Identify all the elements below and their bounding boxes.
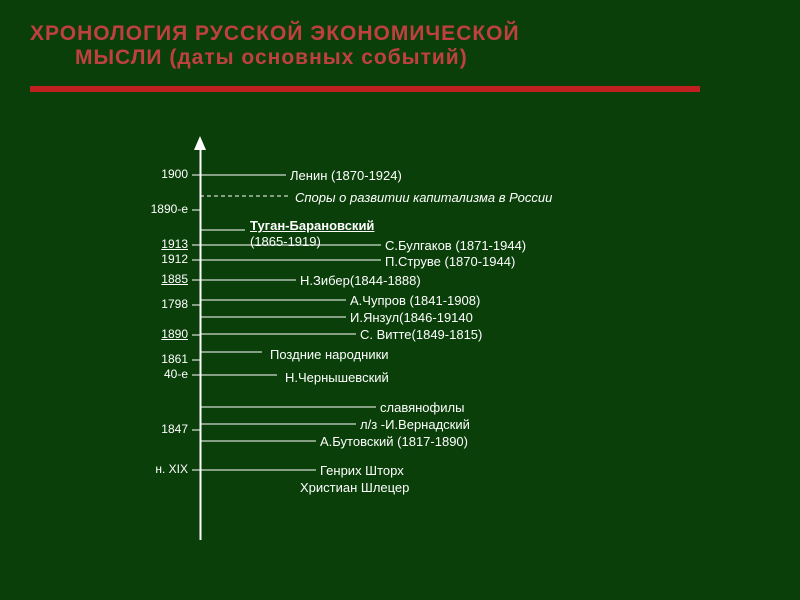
- timeline-entry: Генрих Шторх: [320, 463, 404, 478]
- tick-label: 1912: [128, 252, 188, 266]
- tick-label: 40-е: [128, 367, 188, 381]
- timeline-entry: (1865-1919): [250, 234, 321, 249]
- timeline-entry: С. Витте(1849-1815): [360, 327, 482, 342]
- timeline-entry: Н.Чернышевский: [280, 368, 394, 387]
- timeline-entry: И.Янзул(1846-19140: [350, 310, 473, 325]
- timeline-entry: П.Струве (1870-1944): [385, 254, 515, 269]
- tick-label: 1885: [128, 272, 188, 286]
- timeline-entry: Споры о развитии капитализма в России: [295, 190, 552, 205]
- title-line1: ХРОНОЛОГИЯ РУССКОЙ ЭКОНОМИЧЕСКОЙ: [30, 22, 770, 46]
- tick-label: 1861: [128, 352, 188, 366]
- tick-label: 1900: [128, 167, 188, 181]
- tick-label: н. XIX: [128, 462, 188, 476]
- timeline-entry: А.Бутовский (1817-1890): [320, 434, 468, 449]
- title-line2: МЫСЛИ (даты основных событий): [30, 46, 770, 70]
- tick-label: 1913: [128, 237, 188, 251]
- timeline-entry: С.Булгаков (1871-1944): [385, 238, 526, 253]
- timeline-entry: Поздние народники: [265, 345, 394, 364]
- title-underline: [30, 86, 700, 92]
- timeline-entry: Н.Зибер(1844-1888): [300, 273, 421, 288]
- tick-label: 1890: [128, 327, 188, 341]
- tick-label: 1847: [128, 422, 188, 436]
- timeline-entry: л/з -И.Вернадский: [360, 417, 470, 432]
- tick-label: 1798: [128, 297, 188, 311]
- timeline-entry: А.Чупров (1841-1908): [350, 293, 480, 308]
- timeline-entry: славянофилы: [380, 400, 464, 415]
- timeline-entry: Ленин (1870-1924): [290, 168, 402, 183]
- tick-label: 1890-е: [128, 202, 188, 216]
- timeline-entry: Христиан Шлецер: [300, 480, 409, 495]
- timeline-entry: Туган-Барановский: [250, 218, 374, 233]
